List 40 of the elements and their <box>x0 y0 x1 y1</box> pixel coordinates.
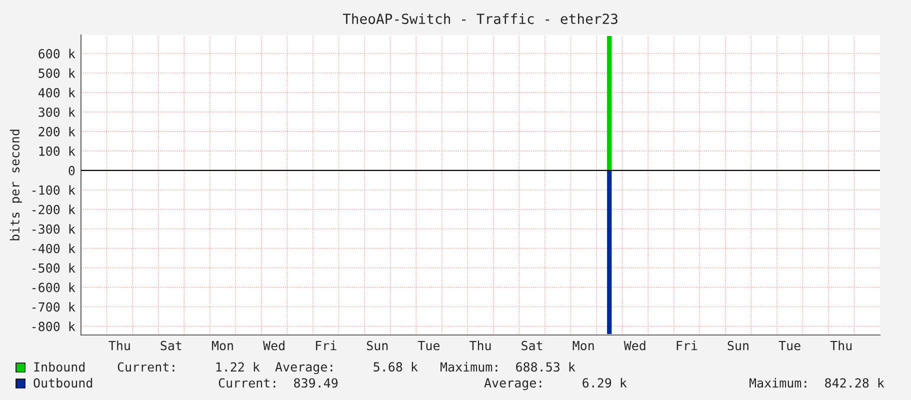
text: Current: 839.49 <box>218 378 338 388</box>
x-tick-label: Wed <box>263 340 284 350</box>
y-tick-label: 400 k <box>38 88 76 98</box>
legend-label: Inbound <box>34 362 85 372</box>
x-tick-label: Tue <box>418 341 440 350</box>
legend-label: Outbound <box>34 378 92 388</box>
x-tick-label: Sat <box>160 340 182 350</box>
y-axis-title: bits per second <box>10 130 22 240</box>
y-tick-label: 0 <box>68 166 75 176</box>
x-tick-label: Mon <box>212 341 233 350</box>
y-tick-label: -400 k <box>32 244 76 254</box>
y-tick-label: 300 k <box>38 107 76 117</box>
text: Average: 5.68 k <box>275 362 418 374</box>
x-tick-label: Thu <box>830 340 852 350</box>
y-tick-label: -500 k <box>32 263 76 273</box>
y-tick-label: 200 k <box>38 126 76 136</box>
x-tick-label: Tue <box>778 341 800 350</box>
y-tick-label: -200 k <box>32 204 76 214</box>
x-tick-label: Sat <box>522 340 542 350</box>
x-tick-label: Sun <box>366 340 388 350</box>
y-tick-label: -700 k <box>32 302 76 312</box>
text: Maximum: 688.53 k <box>440 362 576 372</box>
chart-title: TheoAP-Switch - Traffic - ether23 <box>342 13 618 24</box>
y-tick-label: 100 k <box>39 146 76 156</box>
y-tick-label: -600 k <box>32 282 76 292</box>
x-tick-label: Fri <box>676 340 698 350</box>
x-tick-label: Wed <box>624 340 646 350</box>
text: Average: 6.29 k <box>484 378 627 390</box>
y-tick-label: -300 k <box>32 224 76 234</box>
y-tick-label: 600 k <box>38 48 76 58</box>
text: Current: 1.22 k <box>118 362 260 372</box>
x-tick-label: Mon <box>572 341 594 350</box>
text: Maximum: 842.28 k <box>750 378 884 388</box>
x-tick-label: Sun <box>728 340 748 350</box>
x-tick-label: Thu <box>108 340 130 350</box>
y-tick-label: -800 k <box>32 322 76 332</box>
y-tick-label: -100 k <box>32 185 76 195</box>
x-tick-label: Thu <box>470 340 491 350</box>
x-tick-label: Fri <box>316 340 336 350</box>
y-tick-label: 500 k <box>38 68 76 78</box>
